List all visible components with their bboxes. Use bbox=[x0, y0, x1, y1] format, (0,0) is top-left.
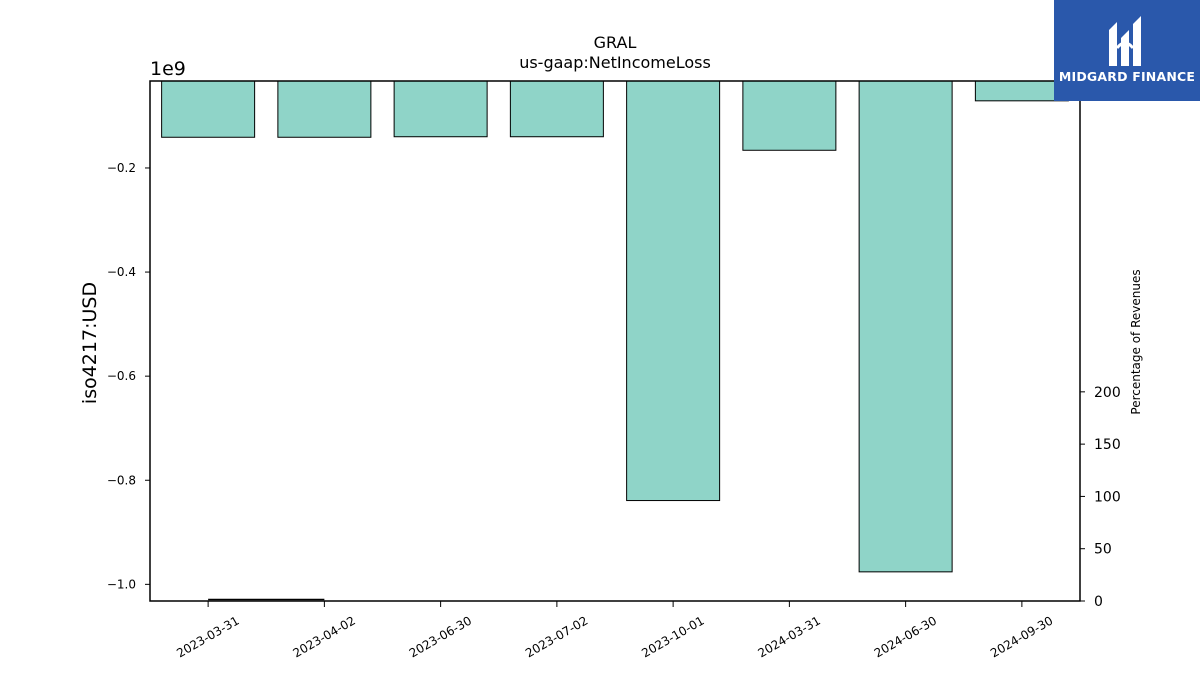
y-tick-label: −0.2 bbox=[107, 161, 136, 175]
y-tick-label: −0.6 bbox=[107, 369, 136, 383]
plot-frame bbox=[149, 80, 1081, 602]
x-tick-label: 2024-09-30 bbox=[988, 613, 1055, 660]
y2-tick-label: 50 bbox=[1094, 542, 1112, 558]
y2-tick-label: 200 bbox=[1094, 385, 1121, 401]
y-offset-label: 1e9 bbox=[150, 58, 186, 80]
bar-2023-04-02 bbox=[277, 80, 372, 138]
logo-text: MIDGARD FINANCE bbox=[1058, 69, 1196, 84]
x-tick-label: 2024-03-31 bbox=[755, 613, 822, 660]
logo: MIDGARD FINANCE bbox=[1054, 0, 1200, 101]
logo-mark-icon bbox=[1109, 16, 1141, 66]
y2-tick-label: 0 bbox=[1094, 594, 1103, 610]
y2-tick-label: 100 bbox=[1094, 489, 1121, 505]
bars-layer bbox=[161, 80, 1069, 601]
y-axis-label: iso4217:USD bbox=[79, 282, 101, 404]
bar-2023-10-01 bbox=[626, 80, 721, 502]
bar-2023-06-30 bbox=[393, 80, 488, 138]
y-tick-label: −0.4 bbox=[107, 265, 136, 279]
bar-2024-03-31 bbox=[742, 80, 837, 151]
x-tick-label: 2023-04-02 bbox=[290, 613, 357, 660]
bar-2024-06-30 bbox=[858, 80, 953, 573]
y-tick-label: −1.0 bbox=[107, 577, 136, 591]
y-tick-label: −0.8 bbox=[107, 473, 136, 487]
x-tick-label: 2023-03-31 bbox=[174, 613, 241, 660]
y-ticks: −0.2 −0.4 −0.6 −0.8 −1.0 bbox=[107, 161, 150, 591]
x-tick-label: 2024-06-30 bbox=[872, 613, 939, 660]
y2-ticks: 0 50 100 150 200 bbox=[1080, 385, 1121, 610]
x-ticks: 2023-03-31 2023-04-02 2023-06-30 2023-07-02… bbox=[174, 601, 1055, 660]
y2-tick-label: 150 bbox=[1094, 437, 1121, 453]
bar-2023-03-31 bbox=[161, 80, 256, 138]
x-tick-label: 2023-06-30 bbox=[407, 613, 474, 660]
chart-subtitle: us-gaap:NetIncomeLoss bbox=[519, 53, 711, 72]
chart-title: GRAL bbox=[594, 33, 637, 52]
x-tick-label: 2023-10-01 bbox=[639, 613, 706, 660]
y2-axis-label: Percentage of Revenues bbox=[1129, 269, 1143, 414]
x-tick-label: 2023-07-02 bbox=[523, 613, 590, 660]
bar-2023-07-02 bbox=[509, 80, 604, 138]
